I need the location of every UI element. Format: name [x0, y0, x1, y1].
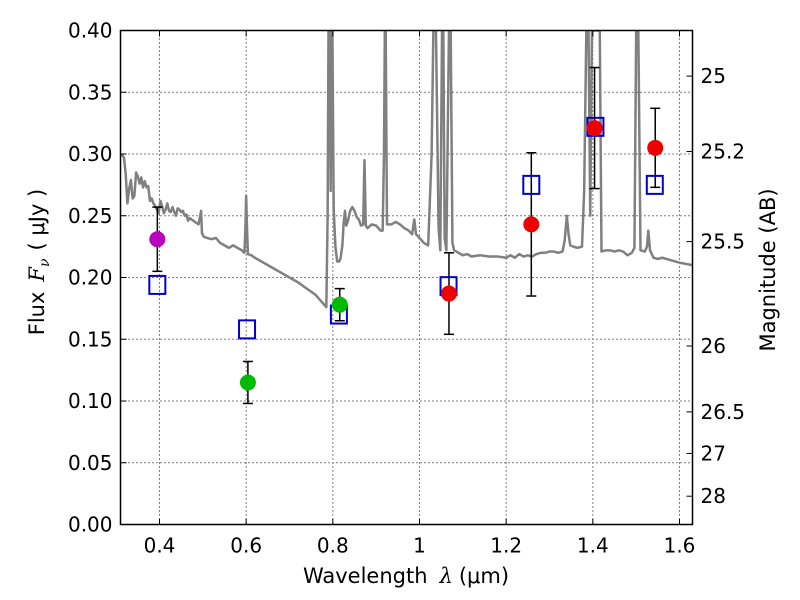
x-axis-label-unit: (μm) [459, 564, 509, 588]
x-tick-label-1: 0.6 [230, 534, 262, 558]
x-tick-label-5: 1.4 [577, 534, 609, 558]
y-tick-label-8: 0.40 [68, 19, 113, 43]
y-axis-label-symbol: F [25, 266, 49, 283]
y-axis-label-unit: ( μJy ) [25, 189, 49, 251]
right-axis-label: Magnitude (AB) [756, 188, 780, 351]
x-tick-label-3: 1 [413, 534, 426, 558]
observed-point-1 [239, 374, 256, 391]
x-axis-label-text: Wavelength [303, 564, 428, 588]
right-tick-label-0: 25 [701, 64, 726, 88]
model-sed-layer [120, 30, 693, 309]
observed-point-4 [523, 216, 540, 233]
right-tick-label-6: 28 [701, 484, 726, 508]
observed-point-5 [586, 120, 603, 137]
observed-point-3 [440, 285, 457, 302]
sed-line [120, 30, 693, 309]
y-axis-label: Flux Fν ( μJy ) [25, 189, 53, 335]
right-tick-label-4: 26.5 [701, 400, 746, 424]
axis-ticks: 0.4 0.6 0.8 1 1.2 1.4 1.6 0.00 0.05 0.10 0.15 0.20 0… [68, 19, 745, 558]
y-tick-label-5: 0.25 [68, 204, 113, 228]
y-tick-label-0: 0.00 [68, 513, 113, 537]
observed-photometry-points [149, 120, 664, 391]
x-tick-label-6: 1.6 [664, 534, 696, 558]
y-axis-label-subscript: ν [37, 258, 53, 267]
y-tick-label-7: 0.35 [68, 80, 113, 104]
x-tick-label-0: 0.4 [144, 534, 176, 558]
y-tick-label-1: 0.05 [68, 451, 113, 475]
x-tick-label-4: 1.2 [490, 534, 522, 558]
right-tick-label-3: 26 [701, 334, 726, 358]
x-tick-label-2: 0.8 [317, 534, 349, 558]
x-axis-label-symbol: λ [439, 564, 453, 588]
model-square-0 [148, 274, 167, 295]
right-tick-label-1: 25.2 [701, 140, 746, 164]
right-tick-label-5: 27 [701, 441, 726, 465]
y-tick-label-2: 0.10 [68, 389, 113, 413]
model-square-1 [238, 319, 257, 340]
model-square-6 [645, 174, 664, 195]
observed-point-0 [149, 231, 166, 248]
y-tick-label-4: 0.20 [68, 266, 113, 290]
right-tick-label-2: 25.5 [701, 230, 746, 254]
plot-frame [119, 29, 694, 526]
observed-point-2 [331, 296, 348, 313]
x-axis-label: Wavelength λ (μm) [303, 564, 509, 588]
y-tick-label-3: 0.15 [68, 327, 113, 351]
observed-point-6 [647, 139, 664, 156]
y-axis-label-text: Flux [25, 292, 49, 336]
y-tick-label-6: 0.30 [68, 142, 113, 166]
model-square-4 [522, 174, 541, 195]
grid-lines [120, 30, 693, 525]
